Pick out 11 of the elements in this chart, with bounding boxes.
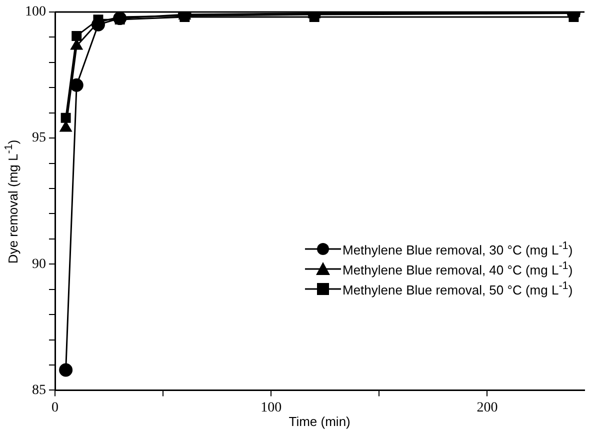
legend-label: Methylene Blue removal, 40 °C (mg L$^{-1}$) bbox=[342, 260, 573, 278]
x-tick-label: 100 bbox=[260, 400, 282, 416]
x-tick-label: 200 bbox=[476, 400, 498, 416]
x-tick-label: 0 bbox=[52, 400, 58, 416]
y-tick-label: 90 bbox=[32, 256, 46, 272]
y-tick-label: 95 bbox=[32, 130, 46, 146]
legend-label: Methylene Blue removal, 50 °C (mg L$^{-1}$) bbox=[342, 280, 573, 298]
legend-label: Methylene Blue removal, 30 °C (mg L$^{-1}$) bbox=[342, 240, 573, 258]
y-tick-label: 100 bbox=[25, 4, 46, 20]
x-axis-title: Time (min) bbox=[288, 414, 350, 430]
y-tick-label: 85 bbox=[32, 382, 46, 398]
